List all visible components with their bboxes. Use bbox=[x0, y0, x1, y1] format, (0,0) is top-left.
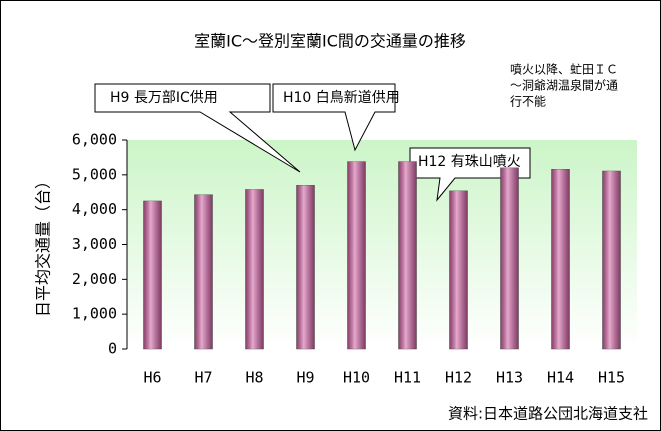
callout bbox=[94, 83, 301, 173]
bar-shade bbox=[194, 194, 213, 349]
x-tick-label: H8 bbox=[245, 369, 263, 387]
y-tick-label: 5,000 bbox=[72, 165, 117, 183]
bar-shade bbox=[398, 161, 417, 349]
x-tick-label: H15 bbox=[598, 369, 625, 387]
bar-shade bbox=[500, 167, 519, 349]
y-tick-label: 6,000 bbox=[72, 131, 117, 149]
x-tick-label: H14 bbox=[547, 369, 574, 387]
x-tick-label: H10 bbox=[343, 369, 370, 387]
y-tick-label: 4,000 bbox=[72, 200, 117, 218]
chart-title: 室蘭IC〜登別室蘭IC間の交通量の推移 bbox=[194, 32, 466, 51]
y-axis-label: 日平均交通量（台） bbox=[34, 173, 53, 317]
x-tick-label: H7 bbox=[194, 369, 212, 387]
y-tick-label: 1,000 bbox=[72, 305, 117, 323]
bar-shade bbox=[347, 161, 366, 349]
callout-text: H9 長万部IC供用 bbox=[110, 90, 218, 106]
y-tick-label: 2,000 bbox=[72, 270, 117, 288]
y-tick-label: 0 bbox=[108, 340, 117, 358]
note: 〜洞爺湖温泉間が通 bbox=[510, 78, 618, 93]
note: 噴火以降、虻田ＩＣ bbox=[510, 63, 618, 77]
y-tick-label: 3,000 bbox=[72, 235, 117, 253]
bar-shade bbox=[245, 189, 264, 349]
x-tick-label: H9 bbox=[296, 369, 314, 387]
x-tick-label: H6 bbox=[143, 369, 161, 387]
source: 資料:日本道路公団北海道支社 bbox=[448, 405, 648, 423]
callout-text: H12 有珠山噴火 bbox=[418, 154, 521, 170]
bar-shade bbox=[143, 200, 162, 349]
callout-text: H10 白鳥新道供用 bbox=[283, 90, 400, 106]
bar-shade bbox=[296, 185, 315, 349]
x-tick-label: H13 bbox=[496, 369, 523, 387]
bar-shade bbox=[449, 190, 468, 349]
callout bbox=[272, 83, 396, 152]
bar-shade bbox=[602, 171, 621, 349]
x-tick-label: H12 bbox=[445, 369, 472, 387]
x-tick-label: H11 bbox=[394, 369, 421, 387]
note: 行不能 bbox=[510, 95, 546, 109]
bar-shade bbox=[551, 169, 570, 349]
